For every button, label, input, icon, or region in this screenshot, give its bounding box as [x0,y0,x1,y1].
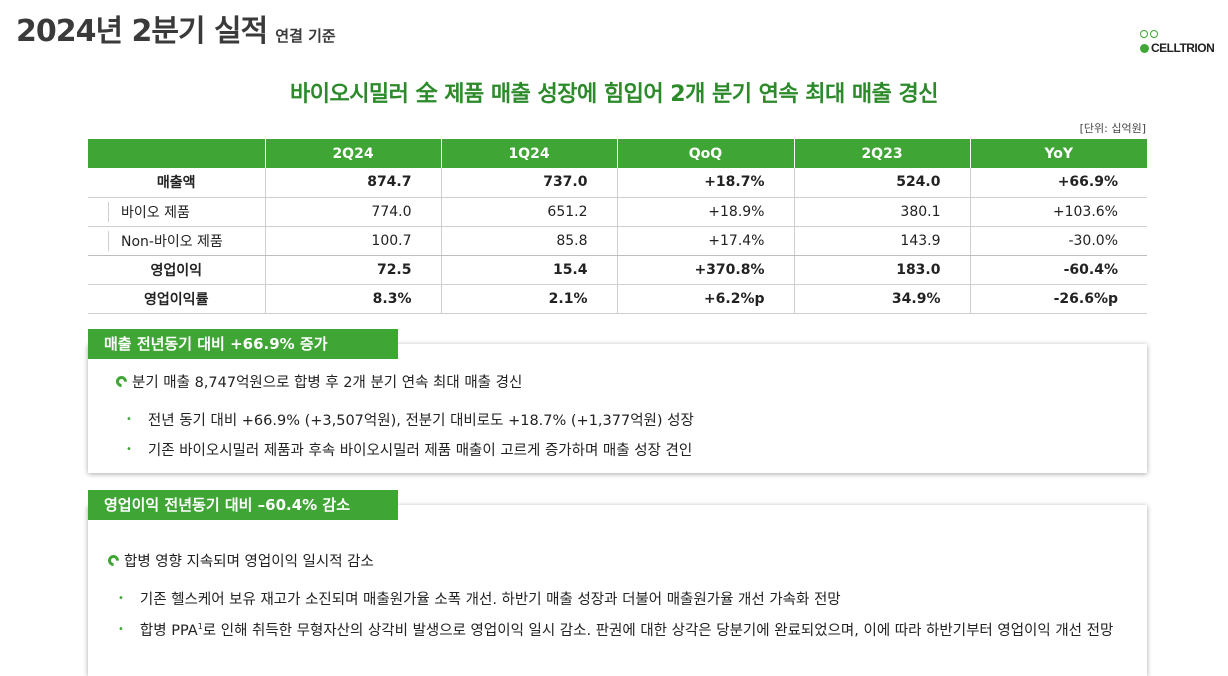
table-header: YoY [969,139,1147,168]
table-cell: 34.9% [793,284,970,314]
table-cell: +6.2%p [616,284,794,314]
bullet-dot-icon: • [126,414,132,425]
row-label: 바이오 제품 [108,201,265,222]
operating-profit-bullet-text: 기존 헬스케어 보유 재고가 소진되며 매출원가율 소폭 개선. 하반기 매출 … [139,592,841,608]
logo-dots-icon [1140,30,1158,38]
footnote-marker: 1 [197,622,203,632]
operating-profit-bullet: • 기존 헬스케어 보유 재고가 소진되며 매출원가율 소폭 개선. 하반기 매… [118,588,841,609]
table-header: 1Q24 [440,139,617,168]
table-cell: +18.9% [616,197,794,227]
table-cell: +18.7% [616,168,794,198]
revenue-lead-text: 분기 매출 8,747억원으로 합병 후 2개 분기 연속 최대 매출 경신 [132,375,523,391]
table-header-row: 2Q24 1Q24 QoQ 2Q23 YoY [88,139,1147,168]
headline: 바이오시밀러 全 제품 매출 성장에 힘입어 2개 분기 연속 최대 매출 경신 [289,82,939,107]
operating-profit-lead-text: 합병 영향 지속되며 영업이익 일시적 감소 [124,554,374,570]
table-cell: 2.1% [440,284,617,314]
table-row-operating-margin: 영업이익률 8.3% 2.1% +6.2%p 34.9% -26.6%p [88,284,1147,314]
table-cell: 737.0 [440,168,617,198]
table-cell: 774.0 [264,197,441,227]
table-header: QoQ [616,139,794,168]
table-cell: 72.5 [264,255,441,285]
logo-text: CELLTRION [1151,41,1215,55]
table-cell: 143.9 [793,226,970,256]
table-cell: +103.6% [969,197,1147,227]
table-cell: -26.6%p [969,284,1147,314]
operating-profit-bullet-text: 합병 PPA1로 인해 취득한 무형자산의 상각비 발생으로 영업이익 일시 감… [139,622,1114,639]
row-label: 영업이익률 [88,284,265,314]
operating-profit-lead: 합병 영향 지속되며 영업이익 일시적 감소 [105,550,374,571]
bullet-dot-icon: • [118,624,124,635]
table-cell: -60.4% [969,255,1147,285]
table-row-non-bio: Non-바이오 제품 100.7 85.8 +17.4% 143.9 -30.0… [88,226,1147,256]
table-cell: 651.2 [440,197,617,227]
revenue-section-tag: 매출 전년동기 대비 +66.9% 증가 [88,329,398,359]
logo-dot-icon [1140,43,1149,53]
table-cell: +370.8% [616,255,794,285]
table-cell: 15.4 [440,255,617,285]
revenue-summary-box [88,344,1147,473]
table-cell: 100.7 [264,226,441,256]
row-label: 영업이익 [88,255,265,285]
celltrion-logo: CELLTRION [1140,30,1220,58]
table-row-operating-profit: 영업이익 72.5 15.4 +370.8% 183.0 -60.4% [88,255,1147,285]
unit-label: [단위: 십억원] [1079,122,1146,135]
revenue-bullet: • 기존 바이오시밀러 제품과 후속 바이오시밀러 제품 매출이 고르게 증가하… [126,439,692,460]
table-row-revenue: 매출액 874.7 737.0 +18.7% 524.0 +66.9% [88,168,1147,198]
revenue-lead: 분기 매출 8,747억원으로 합병 후 2개 분기 연속 최대 매출 경신 [113,371,523,392]
financial-table: 2Q24 1Q24 QoQ 2Q23 YoY 매출액 874.7 737.0 +… [88,139,1147,314]
operating-profit-summary-box [88,505,1147,676]
table-cell: -30.0% [969,226,1147,256]
revenue-bullet-text: 기존 바이오시밀러 제품과 후속 바이오시밀러 제품 매출이 고르게 증가하며 … [147,443,693,459]
page-title: 2024년 2분기 실적 [16,14,268,49]
table-row-bio: 바이오 제품 774.0 651.2 +18.9% 380.1 +103.6% [88,197,1147,227]
table-cell: 183.0 [793,255,970,285]
row-label: 매출액 [88,168,265,198]
bullet-dot-icon: • [126,444,132,455]
table-header: 2Q23 [793,139,970,168]
revenue-bullet: • 전년 동기 대비 +66.9% (+3,507억원), 전분기 대비로도 +… [126,409,694,430]
table-cell: 8.3% [264,284,441,314]
table-cell: 524.0 [793,168,970,198]
c-mark-icon [105,552,122,569]
table-cell: +66.9% [969,168,1147,198]
table-header: 2Q24 [264,139,441,168]
page-title-row: 2024년 2분기 실적 연결 기준 [16,6,336,50]
revenue-bullet-text: 전년 동기 대비 +66.9% (+3,507억원), 전분기 대비로도 +18… [147,413,694,429]
page-subtitle: 연결 기준 [275,27,336,45]
operating-profit-section-tag: 영업이익 전년동기 대비 –60.4% 감소 [88,490,398,520]
c-mark-icon [113,373,130,390]
table-cell: 85.8 [440,226,617,256]
table-cell: 874.7 [264,168,441,198]
table-header [88,139,265,168]
bullet-dot-icon: • [118,593,124,604]
row-label: Non-바이오 제품 [108,230,265,251]
table-cell: 380.1 [793,197,970,227]
table-cell: +17.4% [616,226,794,256]
operating-profit-bullet: • 합병 PPA1로 인해 취득한 무형자산의 상각비 발생으로 영업이익 일시… [118,619,1113,640]
